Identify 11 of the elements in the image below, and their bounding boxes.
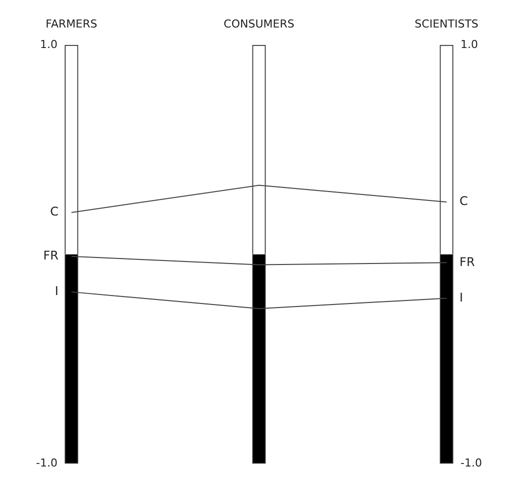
text: I <box>460 290 464 304</box>
x-tick-label: SCIENTISTS <box>414 17 478 30</box>
text: FR <box>460 254 475 269</box>
text: C <box>460 194 468 208</box>
x-tick-label: CONSUMERS <box>224 17 294 30</box>
series-label: FR <box>43 248 58 263</box>
y2-tick-label: 1.0 <box>460 38 478 52</box>
y2-tick-label: -1.0 <box>460 456 482 470</box>
series-label: C <box>50 204 58 219</box>
x-tick-label: FARMERS <box>46 17 98 30</box>
series-label: I <box>54 284 58 298</box>
